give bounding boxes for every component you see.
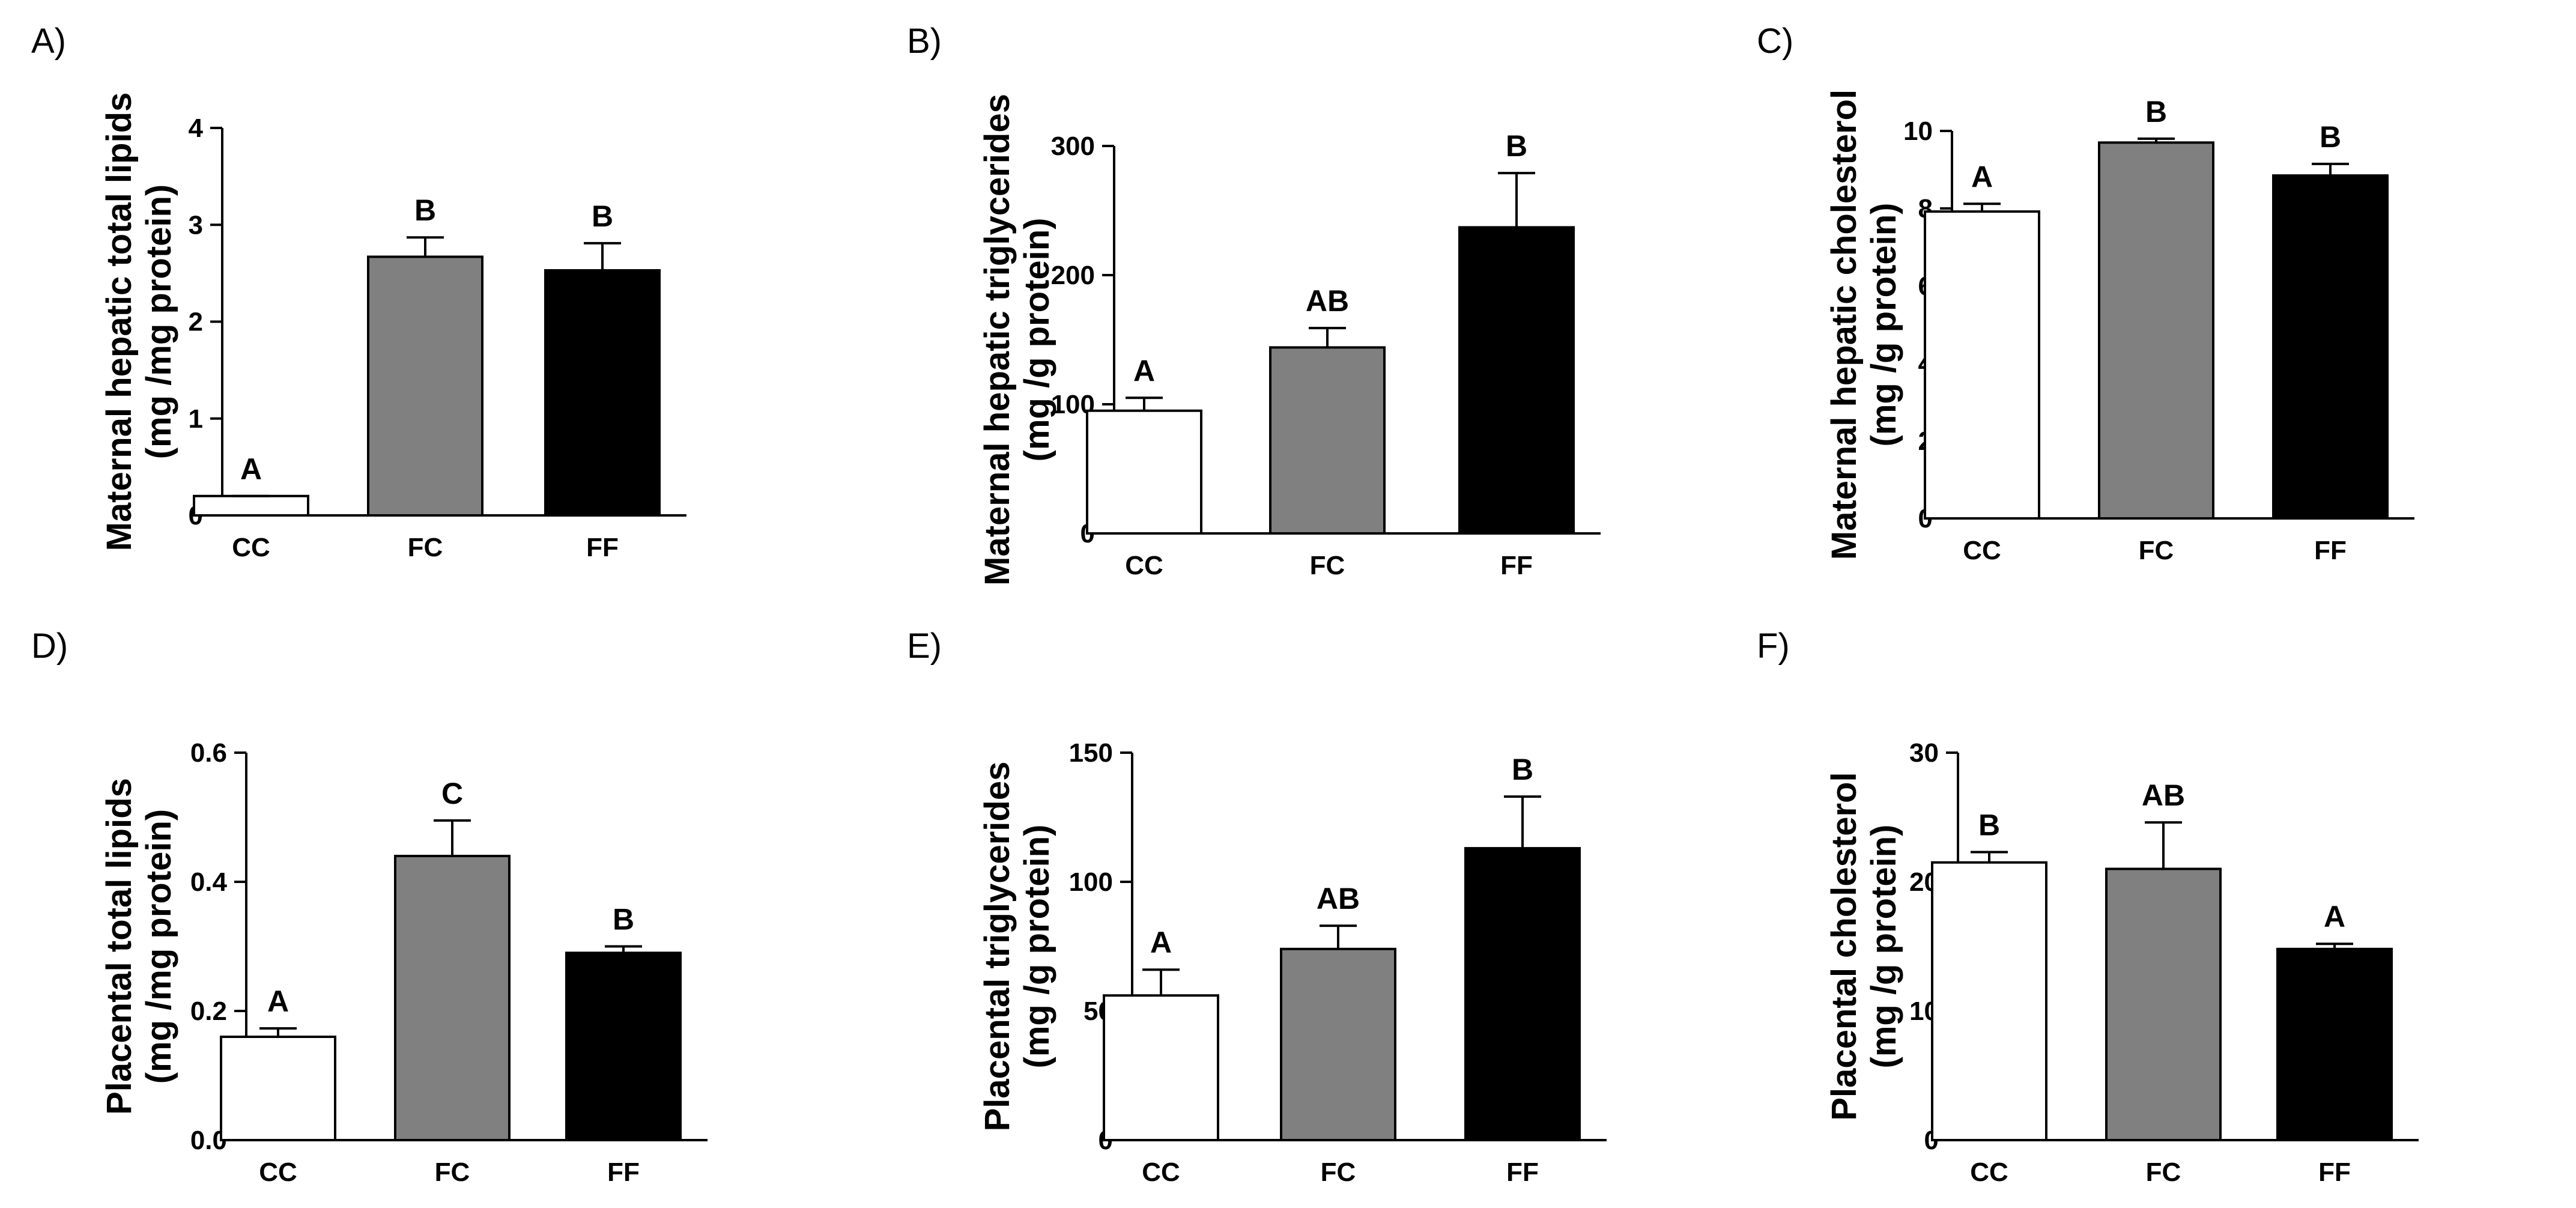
bar-fc <box>1280 947 1396 1142</box>
y-axis-units: (mg /mg protein) <box>139 809 178 1084</box>
bar-cc <box>220 1036 336 1141</box>
significance-label: B <box>592 199 613 233</box>
y-tick-label: 300 <box>1051 132 1095 161</box>
bar-cc <box>1931 861 2047 1141</box>
significance-label: B <box>1506 129 1527 163</box>
x-category-label: FF <box>1506 1158 1539 1187</box>
x-category-label: CC <box>1142 1158 1180 1187</box>
significance-label: B <box>1512 753 1533 786</box>
y-axis-title: Placental total lipids <box>100 778 139 1115</box>
y-axis-units: (mg /g protein) <box>1017 825 1056 1069</box>
significance-label: A <box>1133 354 1155 387</box>
bar-fc <box>394 855 511 1141</box>
y-axis-units: (mg /g protein) <box>1864 825 1903 1069</box>
bar-fc <box>367 255 483 517</box>
chart-panel-1: A) Maternal hepatic total lipids (mg /mg p… <box>31 22 686 562</box>
y-tick-label: 2 <box>189 308 203 337</box>
x-category-label: FC <box>2139 536 2174 565</box>
x-category-label: CC <box>232 533 270 562</box>
y-tick-label: 3 <box>189 210 203 240</box>
x-category-label: CC <box>1125 551 1163 580</box>
panel-label: C) <box>1757 22 1793 61</box>
panel-label: B) <box>907 22 942 61</box>
bar-ff <box>2276 947 2393 1142</box>
y-tick-label: 30 <box>1909 738 1939 768</box>
x-category-label: FF <box>586 533 619 562</box>
significance-label: A <box>2324 900 2345 933</box>
bar-fc <box>2105 867 2222 1141</box>
bar-cc <box>193 494 309 517</box>
significance-label: B <box>2320 120 2341 154</box>
x-category-label: CC <box>1963 536 2001 565</box>
bar-ff <box>2272 174 2389 520</box>
significance-label: A <box>1150 926 1172 959</box>
y-axis-title: Placental triglycerides <box>978 762 1017 1132</box>
bar-ff <box>565 952 682 1141</box>
x-category-label: FC <box>2146 1158 2181 1187</box>
significance-label: B <box>613 903 634 936</box>
y-axis-units: (mg /g protein) <box>1017 218 1056 462</box>
significance-label: A <box>267 985 289 1018</box>
x-category-label: FF <box>1500 551 1533 580</box>
y-tick-label: 100 <box>1069 867 1113 897</box>
chart-panel-5: E) Placental triglycerides (mg /g protein)… <box>907 627 1607 1187</box>
significance-label: C <box>441 777 463 810</box>
y-axis-units: (mg /mg protein) <box>139 184 178 460</box>
x-category-label: FC <box>435 1158 470 1187</box>
chart-panel-2: B) Maternal hepatic triglycerides (mg /g p… <box>907 22 1601 586</box>
y-tick-label: 0.6 <box>190 738 227 768</box>
y-axis-title: Maternal hepatic total lipids <box>100 93 139 551</box>
significance-label: AB <box>1317 882 1360 915</box>
bar-ff <box>1458 226 1575 535</box>
y-tick-label: 10 <box>1903 117 1933 146</box>
significance-label: B <box>1978 809 2000 842</box>
y-tick-label: 200 <box>1051 261 1095 290</box>
bar-fc <box>2098 141 2214 520</box>
x-category-label: FF <box>2314 536 2347 565</box>
bar-cc <box>1086 409 1202 535</box>
y-tick-label: 0.4 <box>190 867 228 897</box>
bar-fc <box>1269 346 1386 535</box>
y-tick-label: 1 <box>189 404 203 434</box>
y-axis-title: Placental cholesterol <box>1825 772 1864 1120</box>
panel-label: A) <box>31 22 66 61</box>
y-tick-label: 0.2 <box>190 997 227 1026</box>
x-category-label: CC <box>259 1158 297 1187</box>
significance-label: B <box>414 193 436 227</box>
y-tick-label: 150 <box>1069 738 1113 768</box>
y-axis-title: Maternal hepatic triglycerides <box>978 94 1017 586</box>
significance-label: B <box>2145 95 2167 129</box>
bar-ff <box>544 269 661 517</box>
significance-label: A <box>1971 160 1993 193</box>
significance-label: AB <box>2142 779 2185 812</box>
x-category-label: FC <box>1321 1158 1356 1187</box>
bar-ff <box>1464 847 1581 1141</box>
significance-label: AB <box>1306 284 1349 318</box>
y-axis-units: (mg /g protein) <box>1864 203 1903 447</box>
chart-panel-6: F)Placental cholesterol(mg /g protein)01… <box>1757 627 2419 1187</box>
x-category-label: CC <box>1970 1158 2008 1187</box>
chart-panel-3: C) Maternal hepatic cholesterol (mg /g pro… <box>1757 22 2414 565</box>
chart-panel-4: D) Placental total lipids (mg /mg protein)… <box>31 627 708 1187</box>
x-category-label: FF <box>607 1158 640 1187</box>
panel-label: D) <box>31 627 68 666</box>
bar-cc <box>1103 994 1219 1141</box>
x-category-label: FC <box>408 533 443 562</box>
panel-label: F) <box>1757 627 1790 666</box>
x-category-label: FF <box>2318 1158 2351 1187</box>
y-axis-title: Maternal hepatic cholesterol <box>1825 90 1864 560</box>
y-tick-label: 4 <box>189 114 204 143</box>
significance-label: A <box>240 452 262 486</box>
x-category-label: FC <box>1310 551 1345 580</box>
panel-label: E) <box>907 627 942 666</box>
bar-cc <box>1924 210 2040 520</box>
